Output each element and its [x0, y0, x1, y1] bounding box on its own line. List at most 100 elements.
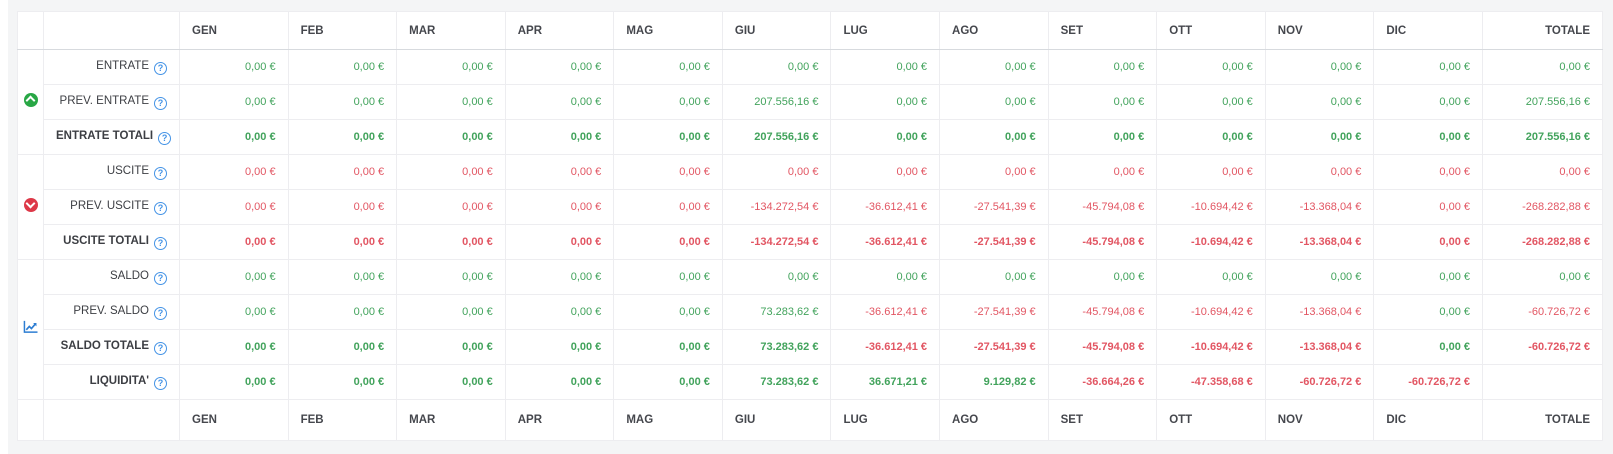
value-cell: 0,00 € — [613, 189, 723, 225]
value-cell: 207.556,16 € — [721, 119, 832, 155]
value-cell: 207.556,16 € — [721, 84, 832, 120]
value-cell: 0,00 € — [1156, 154, 1266, 190]
row-prev-uscite: PREV. USCITE? 0,00 €0,00 €0,00 €0,00 €0,0… — [18, 189, 1603, 225]
column-header-gen: GEN — [179, 11, 289, 50]
value-cell: 0,00 € — [830, 119, 941, 155]
circle-arrow-up-icon — [23, 92, 38, 107]
value-cell: -268.282,88 € — [1482, 189, 1603, 225]
table-header: GEN FEB MAR APR MAG GIU LUG AGO SET OTT NOV DIC TOTA… — [17, 11, 1603, 50]
table-footer: GEN FEB MAR APR MAG GIU LUG AGO SET OTT NOV DIC TOTA… — [17, 399, 1603, 441]
row-label: ENTRATE — [96, 59, 149, 72]
help-icon[interactable]: ? — [154, 376, 167, 390]
value-cell: -13.368,04 € — [1264, 224, 1375, 260]
row-label-cell: USCITE? — [43, 154, 180, 190]
help-icon[interactable]: ? — [158, 131, 172, 145]
column-header-dic: DIC — [1373, 399, 1483, 441]
value-cell: 0,00 € — [504, 119, 615, 155]
value-cell: 0,00 € — [1373, 84, 1483, 120]
value-cell: 0,00 € — [287, 119, 398, 155]
value-cell: -36.612,41 € — [830, 224, 941, 260]
value-cell: 0,00 € — [613, 84, 723, 120]
value-cell: -10.694,42 € — [1156, 294, 1266, 330]
value-cell: 0,00 € — [1047, 154, 1158, 190]
row-label: ENTRATE TOTALI — [56, 129, 154, 142]
column-header-mag: MAG — [613, 11, 723, 50]
row-label-cell: LIQUIDITA'? — [43, 364, 180, 400]
value-cell: 0,00 € — [1373, 329, 1483, 365]
column-header-mar: MAR — [396, 399, 506, 441]
group-saldo: SALDO? 0,00 €0,00 €0,00 €0,00 €0,00 €0,00… — [17, 259, 1603, 400]
value-cell: 0,00 € — [396, 49, 506, 85]
value-cell: -36.612,41 € — [830, 189, 941, 225]
value-cell: 0,00 € — [287, 294, 398, 330]
value-cell: 0,00 € — [179, 119, 289, 155]
value-cell: -45.794,08 € — [1047, 294, 1158, 330]
help-icon[interactable]: ? — [154, 271, 167, 285]
value-cell: 0,00 € — [504, 364, 615, 400]
chart-line-icon — [23, 320, 38, 339]
column-header-set: SET — [1047, 399, 1158, 441]
value-cell: 0,00 € — [396, 259, 506, 295]
value-cell: -60.726,72 € — [1482, 329, 1603, 365]
value-cell: 0,00 € — [1373, 189, 1483, 225]
value-cell: 0,00 € — [396, 224, 506, 260]
value-cell: 0,00 € — [287, 329, 398, 365]
value-cell: 0,00 € — [504, 49, 615, 85]
value-cell: 0,00 € — [287, 259, 398, 295]
value-cell: 0,00 € — [287, 189, 398, 225]
row-label: LIQUIDITA' — [89, 374, 149, 387]
row-label-cell: SALDO? — [43, 259, 180, 295]
help-icon[interactable]: ? — [154, 201, 167, 215]
value-cell: 0,00 € — [504, 224, 615, 260]
help-icon[interactable]: ? — [154, 166, 167, 180]
column-header-ago: AGO — [939, 399, 1049, 441]
value-cell: 0,00 € — [721, 259, 832, 295]
column-header-giu: GIU — [721, 399, 832, 441]
column-header-nov: NOV — [1264, 399, 1375, 441]
help-icon[interactable]: ? — [154, 306, 167, 320]
value-cell: -13.368,04 € — [1264, 329, 1375, 365]
left-margin-strip — [0, 0, 8, 454]
group-icon-cell-uscite — [17, 154, 44, 260]
column-header-apr: APR — [504, 399, 615, 441]
value-cell: 0,00 € — [504, 294, 615, 330]
row-uscite: USCITE? 0,00 €0,00 €0,00 €0,00 €0,00 €0,0… — [17, 154, 1603, 260]
value-cell: -47.358,68 € — [1156, 364, 1266, 400]
value-cell: 0,00 € — [613, 259, 723, 295]
row-label: SALDO — [110, 269, 149, 282]
row-label-cell: PREV. ENTRATE? — [43, 84, 180, 120]
value-cell: 0,00 € — [504, 329, 615, 365]
row-liquidita: LIQUIDITA'? 0,00 €0,00 €0,00 €0,00 €0,00 … — [18, 364, 1603, 400]
value-cell: -13.368,04 € — [1264, 294, 1375, 330]
value-cell: -60.726,72 € — [1373, 364, 1483, 400]
help-icon[interactable]: ? — [154, 236, 167, 250]
value-cell: 0,00 € — [830, 154, 941, 190]
value-cell: 207.556,16 € — [1482, 84, 1603, 120]
row-uscite-totali: USCITE TOTALI? 0,00 €0,00 €0,00 €0,00 €0,… — [18, 224, 1603, 260]
help-icon[interactable]: ? — [154, 61, 167, 75]
value-cell: 0,00 € — [179, 154, 289, 190]
value-cell: 0,00 € — [1373, 119, 1483, 155]
value-cell: -45.794,08 € — [1047, 189, 1158, 225]
row-label-cell: ENTRATE TOTALI? — [43, 119, 180, 155]
value-cell: 0,00 € — [1264, 119, 1375, 155]
column-header-ago: AGO — [939, 11, 1049, 50]
help-icon[interactable]: ? — [154, 341, 167, 355]
value-cell: 0,00 € — [721, 49, 832, 85]
value-cell: 0,00 € — [1047, 84, 1158, 120]
value-cell: 0,00 € — [1373, 259, 1483, 295]
column-header-gen: GEN — [179, 399, 289, 441]
value-cell: 0,00 € — [1482, 259, 1603, 295]
value-cell: 0,00 € — [287, 49, 398, 85]
help-icon[interactable]: ? — [154, 96, 167, 110]
value-cell: 0,00 € — [613, 224, 723, 260]
value-cell: 0,00 € — [613, 154, 723, 190]
value-cell: -45.794,08 € — [1047, 329, 1158, 365]
value-cell: -134.272,54 € — [721, 189, 832, 225]
value-cell: 0,00 € — [396, 154, 506, 190]
row-label: USCITE — [106, 164, 149, 177]
value-cell: 0,00 € — [1156, 49, 1266, 85]
column-header-lug: LUG — [830, 399, 941, 441]
value-cell: 0,00 € — [287, 84, 398, 120]
value-cell: 0,00 € — [830, 84, 941, 120]
